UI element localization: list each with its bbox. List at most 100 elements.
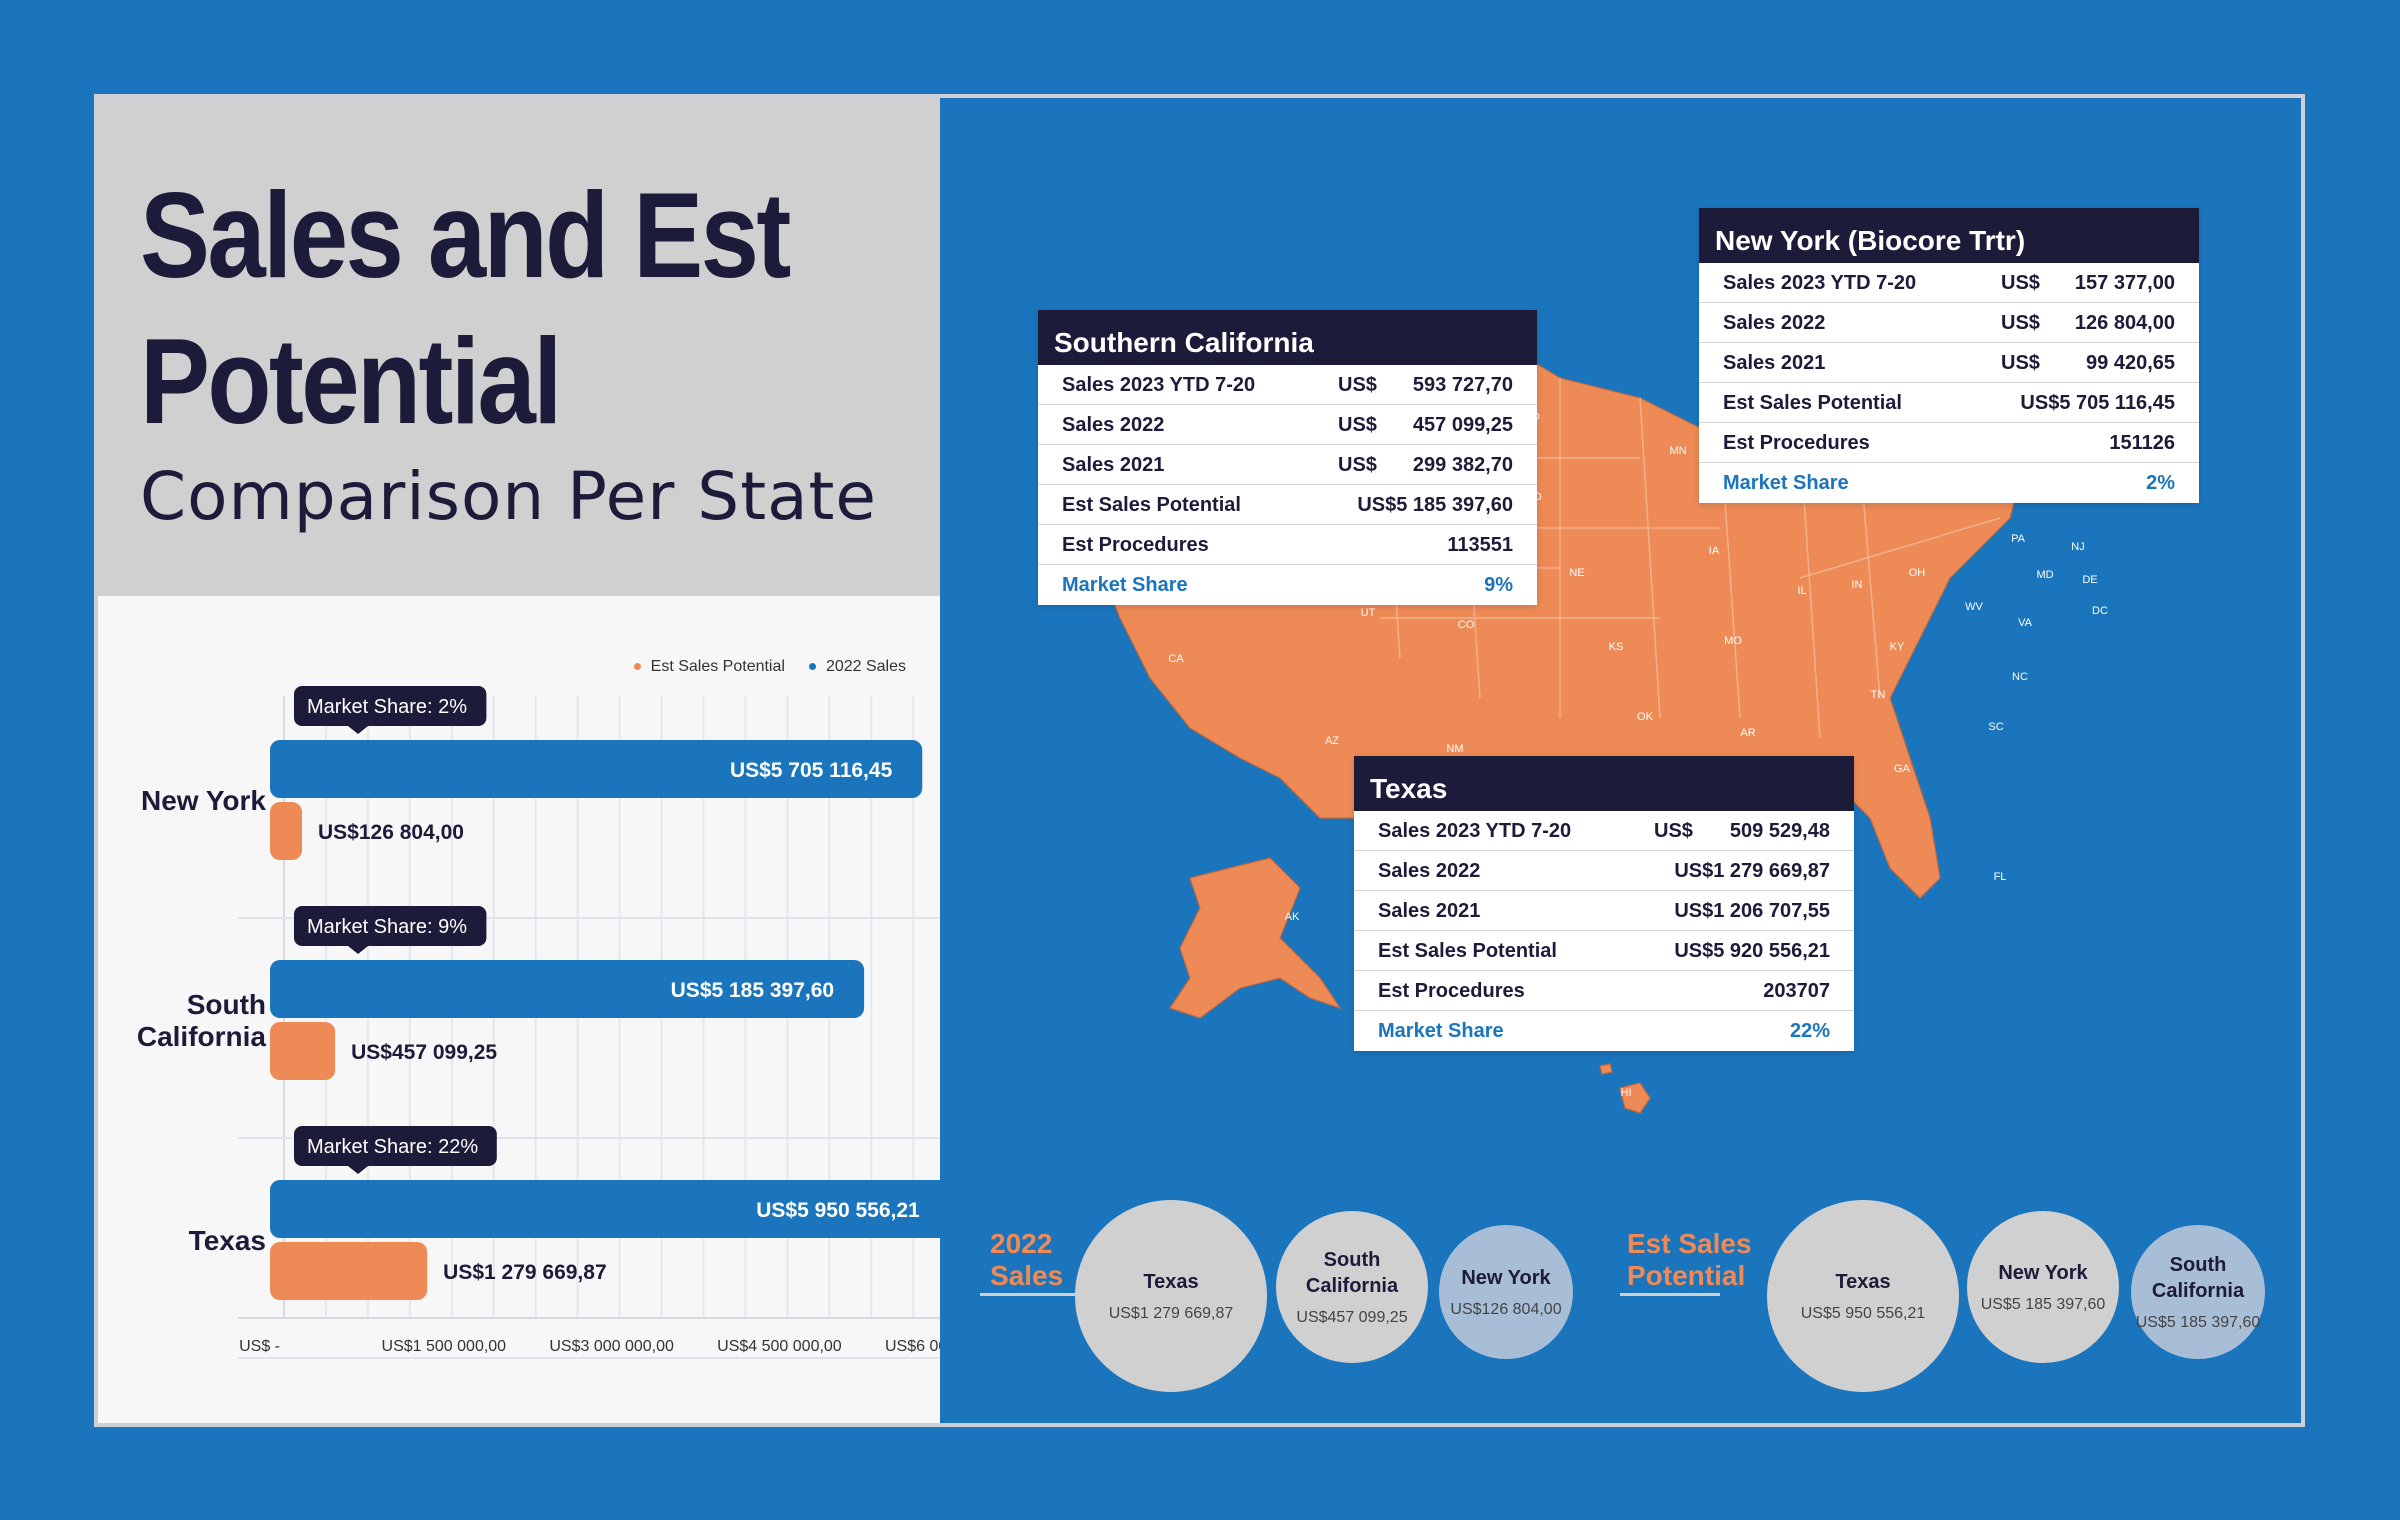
state-label-nm: NM [1446,743,1463,755]
info-title-tx: Texas [1354,756,1854,811]
info-row: Est Sales Potential US$5 920 556,21 [1354,931,1854,971]
legend-item-est: Est Sales Potential [633,658,785,676]
bubble-value: US$457 099,25 [1296,1309,1408,1326]
info-row-label: Sales 2021 [1062,454,1165,476]
info-row-value: US$5 185 397,60 [1357,494,1513,516]
info-row-value: 157 377,00 [2074,272,2175,294]
state-label-pa: PA [2011,533,2026,545]
info-row: Sales 2023 YTD 7-20 US$ 593 727,70 [1038,365,1537,405]
map-hawaii-2 [1599,1063,1613,1075]
bubble-name: South California [1306,1247,1398,1299]
title-area: Sales and Est Potential Comparison Per S… [98,98,940,596]
bubble: South California US$5 185 397,60 [2131,1225,2265,1359]
right-panel: NDMNSDNEIAILINOHPANJDEMDDCWVVAKYMOKSCOUT… [940,98,2301,1423]
page-title: Sales and Est Potential [140,162,811,454]
bar-est-potential [270,740,923,798]
info-row-label: Est Procedures [1062,534,1209,556]
bubble-name-line: New York [1998,1262,2088,1284]
legend-label-est: Est Sales Potential [650,658,785,675]
info-row-currency: US$ [1338,414,1377,436]
bubble-name-line: South [2169,1254,2227,1276]
bubble-title-est: Est Sales Potential [1627,1228,1752,1292]
state-label-wv: WV [1965,601,1983,613]
info-row-value: US$1 206 707,55 [1674,900,1830,922]
bubble-name: Texas [1835,1269,1890,1295]
state-label-de: DE [2082,574,2097,586]
info-row-value: US$5 920 556,21 [1674,940,1830,962]
bubble-value: US$5 950 556,21 [1800,1305,1926,1322]
market-share-label: Market Share [1062,574,1188,596]
info-rows-socal: Sales 2023 YTD 7-20 US$ 593 727,70 Sales 20… [1038,365,1537,605]
info-row: Sales 2021 US$ 99 420,65 [1699,343,2199,383]
state-label-tn: TN [1871,689,1886,701]
info-row: Sales 2021 US$ 299 382,70 [1038,445,1537,485]
info-box-ny: New York (Biocore Trtr) Sales 2023 YTD 7… [1699,208,2199,503]
state-label-mo: MO [1724,635,1742,647]
info-title-socal: Southern California [1038,310,1537,365]
bubble-value: US$126 804,00 [1450,1301,1562,1318]
info-row-currency: US$ [1654,820,1693,842]
info-row: Sales 2021 US$1 206 707,55 [1354,891,1854,931]
tooltip-pointer [348,946,368,954]
bubble-name: Texas [1143,1269,1198,1295]
chart-legend: Est Sales Potential 2022 Sales [633,658,906,676]
info-row-currency: US$ [2001,312,2040,334]
bubble-value: US$5 185 397,60 [2135,1314,2261,1331]
market-share-label: Market Share [1723,472,1849,494]
info-row-value: 593 727,70 [1412,374,1513,396]
tooltip-pointer [348,726,368,734]
info-row-currency: US$ [2001,352,2040,374]
info-row-market-share: Market Share 2% [1699,463,2199,503]
bar-est-potential [270,1180,940,1238]
info-row-market-share: Market Share 22% [1354,1011,1854,1051]
state-label-va: VA [2018,617,2033,629]
state-label-md: MD [2036,569,2053,581]
bubble-title-sales-2: Sales [990,1260,1064,1291]
state-label-ca: CA [1168,653,1184,665]
state-label-il: IL [1797,585,1806,597]
info-row-value: 113551 [1447,534,1513,556]
info-row-label: Est Sales Potential [1723,392,1902,414]
bubble-name: South California [2152,1252,2244,1304]
bubble-title-sales: 2022 Sales [990,1228,1063,1292]
bubble-value: US$1 279 669,87 [1108,1305,1234,1322]
info-row-label: Est Sales Potential [1062,494,1241,516]
bubble-name: New York [1998,1260,2087,1286]
legend-label-sales: 2022 Sales [825,658,906,675]
legend-dot-est [633,663,641,671]
bubble-name-line: California [1305,1275,1399,1297]
x-tick-label: US$ - [239,1338,280,1355]
x-tick-label: US$6 000 000,00 [885,1338,940,1355]
state-label-ak: AK [1285,911,1300,923]
bar-2022-sales [270,1022,336,1080]
bubble-name: New York [1461,1265,1550,1291]
info-row: Est Procedures 203707 [1354,971,1854,1011]
state-label-mn: MN [1669,445,1686,457]
market-share-tooltip [294,1126,497,1166]
info-rows-tx: Sales 2023 YTD 7-20 US$ 509 529,48 Sales 20… [1354,811,1854,1051]
bubble-line-est [1620,1293,1720,1296]
info-row-currency: US$ [1338,454,1377,476]
info-row: Sales 2022 US$ 126 804,00 [1699,303,2199,343]
state-label-in: IN [1852,579,1863,591]
bubble-name-line: Texas [1143,1271,1199,1293]
bar-2022-sales [270,802,302,860]
info-row-value: US$1 279 669,87 [1674,860,1830,882]
state-label-co: CO [1458,619,1475,631]
info-row-currency: US$ [1338,374,1377,396]
state-label-ok: OK [1637,711,1654,723]
tooltip-text: Market Share: 22% [307,1136,478,1158]
bubble-name-line: California [2151,1280,2245,1302]
info-rows-ny: Sales 2023 YTD 7-20 US$ 157 377,00 Sales 20… [1699,263,2199,503]
market-share-value: 2% [2146,472,2175,494]
legend-item-sales: 2022 Sales [808,658,906,676]
info-row-value: 299 382,70 [1412,454,1513,476]
bar-sales-label: US$126 804,00 [318,821,464,844]
bar-2022-sales [270,1242,428,1300]
state-label-az: AZ [1325,735,1339,747]
bar-est-potential [270,960,865,1018]
state-label-ar: AR [1740,727,1755,739]
info-row: Sales 2023 YTD 7-20 US$ 509 529,48 [1354,811,1854,851]
legend-dot-sales [808,663,816,671]
state-label-sc: SC [1988,721,2003,733]
